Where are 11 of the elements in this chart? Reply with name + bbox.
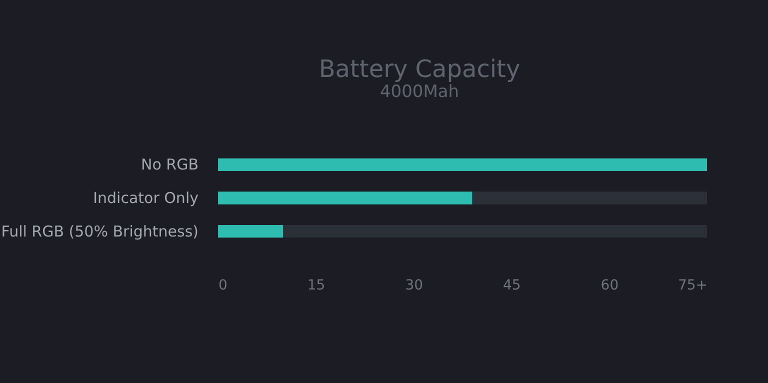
chart-subtitle: 4000Mah <box>380 82 460 102</box>
x-tick-label: 60 <box>600 278 619 294</box>
x-tick-label: 45 <box>502 278 521 294</box>
y-tick-label: Full RGB (50% Brightness) <box>1 222 198 240</box>
y-tick-label: Indicator Only <box>93 189 199 207</box>
x-tick-label: 15 <box>307 278 326 294</box>
y-tick-label: No RGB <box>140 156 198 174</box>
x-tick-label: 30 <box>405 278 424 294</box>
x-tick-label: 0 <box>218 278 228 294</box>
x-tick-label: 75+ <box>678 278 708 294</box>
chart-title: Battery Capacity <box>318 55 520 83</box>
